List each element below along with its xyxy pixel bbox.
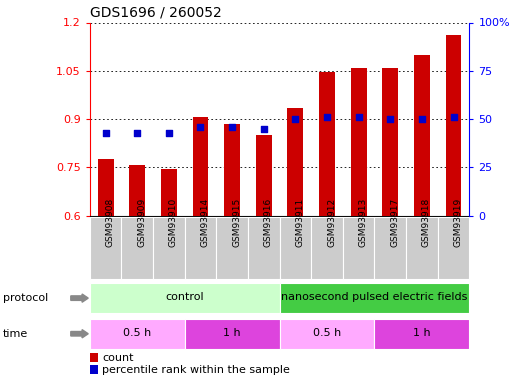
Point	[354, 114, 363, 120]
Text: percentile rank within the sample: percentile rank within the sample	[102, 365, 290, 375]
Bar	[414, 55, 430, 216]
FancyBboxPatch shape	[90, 217, 122, 279]
Point	[228, 124, 236, 130]
Text: GSM93918: GSM93918	[422, 198, 431, 247]
Bar	[97, 159, 113, 216]
Text: GSM93909: GSM93909	[137, 198, 146, 247]
Point	[165, 130, 173, 136]
Bar	[90, 365, 98, 374]
Text: GSM93913: GSM93913	[359, 198, 368, 247]
Text: GDS1696 / 260052: GDS1696 / 260052	[90, 6, 222, 20]
Bar	[192, 117, 208, 216]
Text: GSM93915: GSM93915	[232, 198, 241, 247]
Bar	[256, 135, 272, 216]
Bar	[224, 124, 240, 216]
Text: GSM93917: GSM93917	[390, 198, 399, 247]
FancyBboxPatch shape	[343, 217, 374, 279]
Text: GSM93912: GSM93912	[327, 198, 336, 247]
Bar	[161, 169, 177, 216]
Text: GSM93911: GSM93911	[295, 198, 304, 247]
Bar	[382, 68, 398, 216]
Text: control: control	[165, 292, 204, 303]
Point	[449, 114, 458, 120]
Text: GSM93908: GSM93908	[106, 198, 114, 247]
FancyBboxPatch shape	[185, 217, 216, 279]
FancyBboxPatch shape	[248, 217, 280, 279]
Bar	[90, 353, 98, 362]
FancyBboxPatch shape	[185, 319, 280, 349]
Point	[323, 114, 331, 120]
Point	[102, 130, 110, 136]
Point	[196, 124, 205, 130]
FancyBboxPatch shape	[374, 319, 469, 349]
Point	[291, 116, 300, 122]
Text: GSM93914: GSM93914	[201, 198, 209, 247]
Text: GSM93919: GSM93919	[453, 198, 463, 247]
Text: protocol: protocol	[3, 293, 48, 303]
Bar	[129, 165, 145, 216]
FancyBboxPatch shape	[280, 283, 469, 314]
Bar	[319, 72, 335, 216]
FancyBboxPatch shape	[374, 217, 406, 279]
Text: 1 h: 1 h	[413, 328, 431, 338]
FancyBboxPatch shape	[406, 217, 438, 279]
FancyBboxPatch shape	[311, 217, 343, 279]
FancyBboxPatch shape	[280, 319, 374, 349]
Bar	[351, 68, 367, 216]
Text: GSM93916: GSM93916	[264, 198, 273, 247]
Point	[260, 126, 268, 132]
FancyBboxPatch shape	[216, 217, 248, 279]
FancyBboxPatch shape	[280, 217, 311, 279]
Point	[386, 116, 394, 122]
Text: 0.5 h: 0.5 h	[123, 328, 151, 338]
Text: GSM93910: GSM93910	[169, 198, 178, 247]
Text: count: count	[102, 353, 134, 363]
FancyBboxPatch shape	[90, 283, 280, 314]
FancyBboxPatch shape	[438, 217, 469, 279]
Text: nanosecond pulsed electric fields: nanosecond pulsed electric fields	[281, 292, 468, 303]
Text: time: time	[3, 329, 28, 339]
Point	[418, 116, 426, 122]
FancyBboxPatch shape	[153, 217, 185, 279]
Bar	[446, 35, 462, 216]
Text: 1 h: 1 h	[223, 328, 241, 338]
FancyBboxPatch shape	[90, 319, 185, 349]
Text: 0.5 h: 0.5 h	[313, 328, 341, 338]
Point	[133, 130, 141, 136]
Bar	[287, 108, 303, 216]
FancyBboxPatch shape	[122, 217, 153, 279]
